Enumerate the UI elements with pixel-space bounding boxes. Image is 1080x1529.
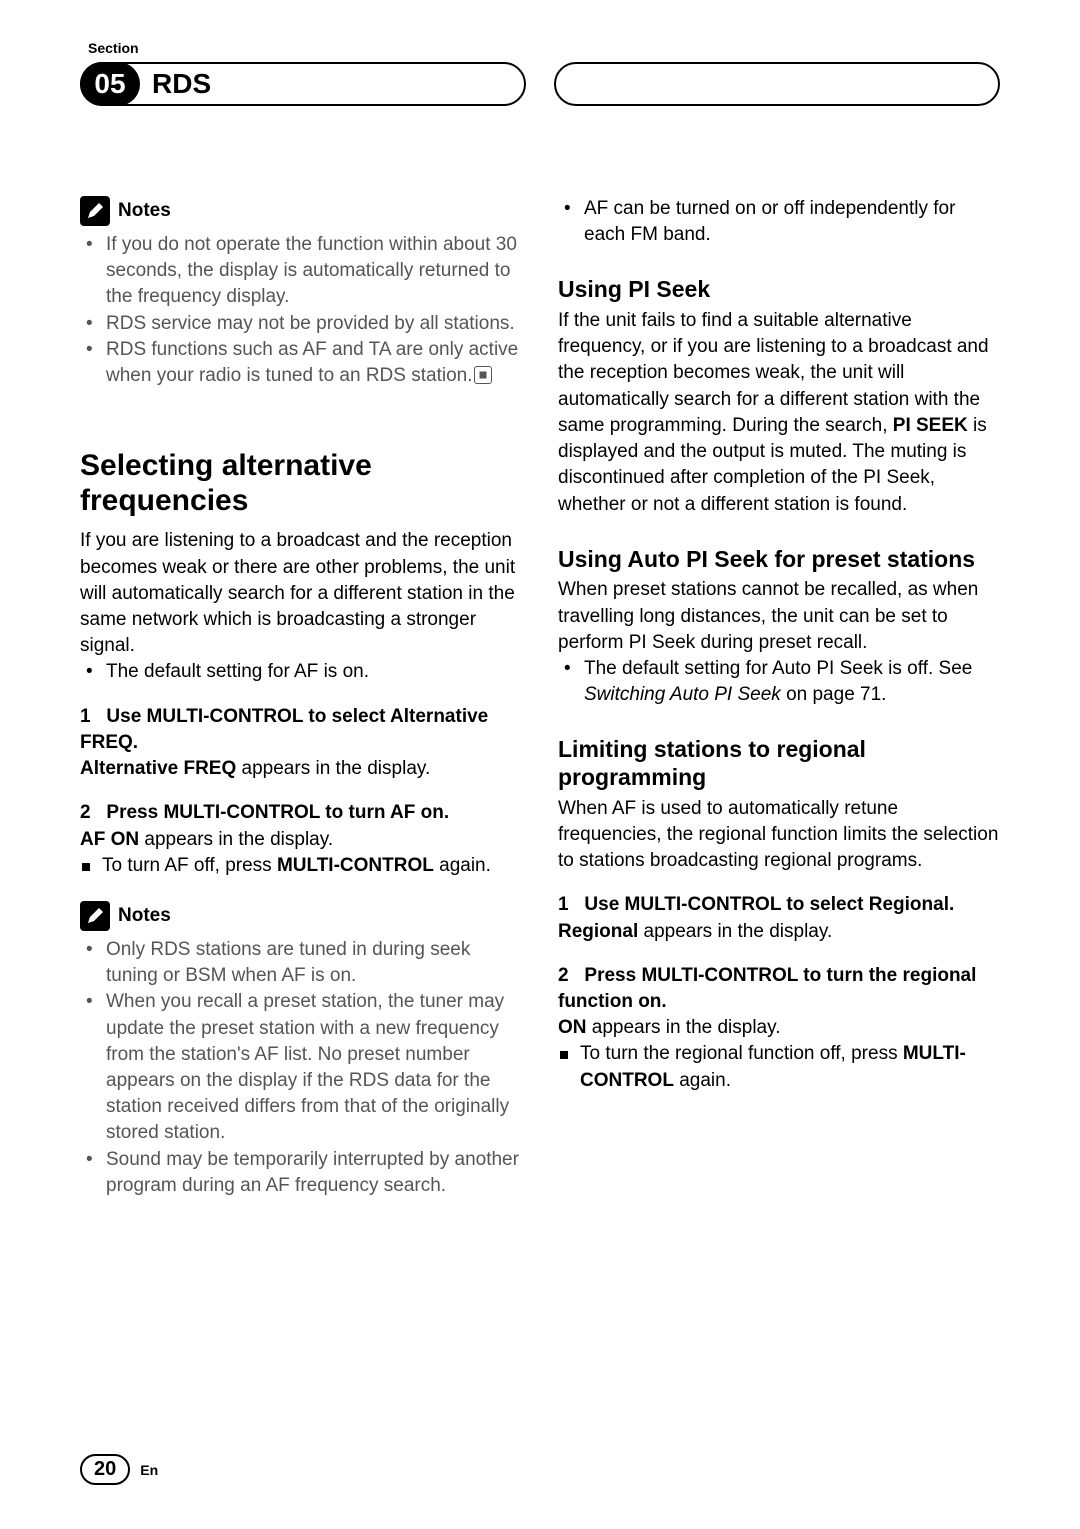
intro-paragraph: If you are listening to a broadcast and …	[80, 528, 522, 659]
step-body: AF ON appears in the display.	[80, 827, 522, 853]
pencil-icon	[80, 901, 110, 931]
step-body: Regional appears in the display.	[558, 919, 1000, 945]
notes-title: Notes	[118, 903, 171, 929]
auto-pi-bullets: The default setting for Auto PI Seek is …	[558, 656, 1000, 708]
heading-selecting-alt-freq: Selecting alternative frequencies	[80, 449, 522, 518]
end-icon	[474, 366, 492, 384]
intro-bullets: The default setting for AF is on.	[80, 659, 522, 685]
step-label: Use MULTI-CONTROL to select Alternative …	[80, 706, 488, 753]
paragraph: When AF is used to automatically retune …	[558, 796, 1000, 875]
notes-list: If you do not operate the function withi…	[80, 232, 522, 389]
notes-header: Notes	[80, 196, 522, 226]
step-body: ON appears in the display.	[558, 1015, 1000, 1041]
list-item: AF can be turned on or off independently…	[562, 196, 1000, 248]
page-number: 20	[80, 1454, 130, 1485]
section-label: Section	[88, 40, 1000, 56]
step-1: 1 Use MULTI-CONTROL to select Alternativ…	[80, 704, 522, 783]
header-row: 05 RDS	[80, 62, 1000, 106]
right-column: AF can be turned on or off independently…	[558, 196, 1000, 1199]
step-number: 1	[558, 894, 569, 915]
language-label: En	[140, 1462, 158, 1478]
paragraph: When preset stations cannot be recalled,…	[558, 577, 1000, 656]
section-pill-right	[554, 62, 1000, 106]
paragraph: If the unit fails to find a suitable alt…	[558, 308, 1000, 518]
section-title: RDS	[152, 68, 211, 100]
heading-limiting-regional: Limiting stations to regional programmin…	[558, 736, 1000, 791]
step-number: 2	[558, 965, 569, 986]
notes-list: Only RDS stations are tuned in during se…	[80, 937, 522, 1199]
list-item: If you do not operate the function withi…	[84, 232, 522, 311]
step-1: 1 Use MULTI-CONTROL to select Regional. …	[558, 892, 1000, 944]
list-item: Sound may be temporarily interrupted by …	[84, 1147, 522, 1199]
left-column: Notes If you do not operate the function…	[80, 196, 522, 1199]
section-number-badge: 05	[80, 62, 140, 106]
list-item: The default setting for AF is on.	[84, 659, 522, 685]
heading-pi-seek: Using PI Seek	[558, 276, 1000, 304]
top-bullets: AF can be turned on or off independently…	[558, 196, 1000, 248]
step-number: 2	[80, 802, 91, 823]
list-item: RDS functions such as AF and TA are only…	[84, 337, 522, 389]
sub-bullet: To turn AF off, press MULTI-CONTROL agai…	[80, 853, 522, 879]
list-item: The default setting for Auto PI Seek is …	[562, 656, 1000, 708]
notes-title: Notes	[118, 198, 171, 224]
section-pill-left: 05 RDS	[80, 62, 526, 106]
heading-auto-pi-seek: Using Auto PI Seek for preset stations	[558, 546, 1000, 574]
step-2: 2 Press MULTI-CONTROL to turn the region…	[558, 963, 1000, 1094]
sub-bullet: To turn the regional function off, press…	[558, 1041, 1000, 1093]
step-body: Alternative FREQ appears in the display.	[80, 756, 522, 782]
list-item: Only RDS stations are tuned in during se…	[84, 937, 522, 989]
step-label: Press MULTI-CONTROL to turn AF on.	[106, 802, 449, 823]
page-footer: 20 En	[80, 1454, 158, 1485]
list-item: RDS service may not be provided by all s…	[84, 311, 522, 337]
step-label: Press MULTI-CONTROL to turn the regional…	[558, 965, 976, 1012]
pencil-icon	[80, 196, 110, 226]
step-label: Use MULTI-CONTROL to select Regional.	[584, 894, 954, 915]
step-2: 2 Press MULTI-CONTROL to turn AF on. AF …	[80, 800, 522, 879]
step-number: 1	[80, 706, 91, 727]
notes-header: Notes	[80, 901, 522, 931]
list-item: When you recall a preset station, the tu…	[84, 989, 522, 1146]
